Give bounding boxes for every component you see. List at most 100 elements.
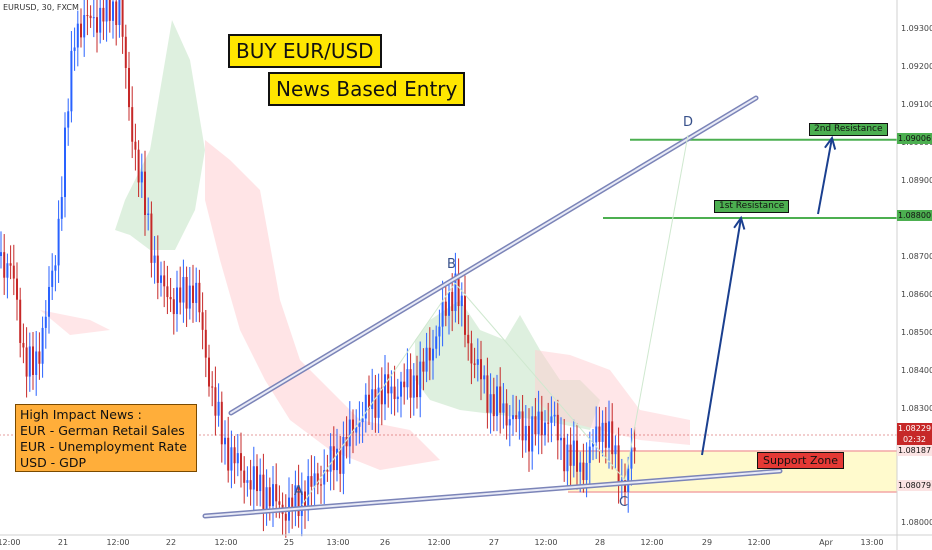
news-item: USD - GDP bbox=[20, 455, 87, 470]
candle-body bbox=[89, 15, 92, 19]
res1-price-tag: 1.08800 bbox=[897, 210, 932, 221]
x-tick-label: 13:00 bbox=[860, 538, 883, 547]
candle-body bbox=[624, 479, 626, 492]
candle-body bbox=[275, 484, 278, 502]
candle-body bbox=[486, 375, 489, 413]
candle-body bbox=[611, 421, 614, 455]
arrow-to-second-resistance bbox=[817, 137, 833, 215]
candle-body bbox=[118, 0, 121, 26]
candle-body bbox=[406, 369, 409, 388]
news-item: EUR - Unemployment Rate bbox=[20, 439, 187, 454]
candle-body bbox=[339, 448, 342, 474]
candle-body bbox=[240, 453, 242, 471]
candle-body bbox=[534, 416, 537, 435]
candle-body bbox=[355, 426, 358, 433]
candle-body bbox=[256, 466, 258, 492]
candle-body bbox=[163, 275, 166, 287]
candle-body bbox=[272, 484, 274, 507]
candle-body bbox=[105, 0, 108, 22]
candle-body bbox=[537, 411, 540, 435]
candle-body bbox=[128, 67, 130, 108]
candle-body bbox=[579, 462, 582, 472]
candle-body bbox=[76, 23, 79, 48]
news-heading: High Impact News : bbox=[20, 407, 142, 422]
x-tick-label: 22 bbox=[166, 538, 176, 547]
harmonic-leg bbox=[301, 282, 456, 506]
arrow-to-second-resistance-head bbox=[824, 135, 837, 150]
candle-body bbox=[179, 287, 182, 303]
x-tick-label: 12:00 bbox=[106, 538, 129, 547]
title-buy: BUY EUR/USD bbox=[228, 34, 382, 68]
candle-body bbox=[41, 327, 44, 364]
point-d-label: D bbox=[683, 115, 694, 130]
x-tick-label: 21 bbox=[58, 538, 68, 547]
candle-body bbox=[320, 484, 322, 486]
candle-body bbox=[480, 359, 482, 380]
candle-body bbox=[294, 485, 297, 509]
res2-price-tag: 1.09006 bbox=[897, 133, 932, 144]
candle-body bbox=[329, 446, 332, 472]
candle-body bbox=[364, 394, 367, 419]
candles bbox=[0, 0, 636, 538]
candle-body bbox=[358, 422, 361, 427]
news-item: EUR - German Retail Sales bbox=[20, 423, 185, 438]
candle-body bbox=[64, 127, 66, 198]
candle-body bbox=[9, 263, 12, 266]
candle-body bbox=[147, 213, 150, 215]
candle-body bbox=[115, 1, 118, 26]
candle-body bbox=[393, 386, 396, 400]
x-tick-label: 12:00 bbox=[0, 538, 21, 547]
candle-body bbox=[473, 363, 476, 365]
candle-body bbox=[124, 36, 127, 68]
candle-body bbox=[521, 411, 524, 441]
candle-body bbox=[192, 285, 194, 303]
x-tick-label: 12:00 bbox=[747, 538, 770, 547]
candle-body bbox=[99, 7, 102, 33]
candle-body bbox=[448, 291, 450, 316]
candle-body bbox=[422, 361, 425, 372]
cloud-red bbox=[205, 140, 440, 470]
candle-body bbox=[16, 278, 18, 300]
candle-body bbox=[336, 448, 338, 471]
candle-body bbox=[131, 107, 134, 142]
candle-body bbox=[300, 491, 303, 516]
candle-body bbox=[32, 346, 34, 375]
y-tick-label: 1.09300 bbox=[901, 24, 932, 33]
candle-body bbox=[73, 47, 76, 51]
candle-body bbox=[569, 444, 572, 466]
candle-body bbox=[441, 301, 444, 327]
candle-body bbox=[544, 422, 546, 436]
candle-body bbox=[515, 415, 518, 420]
support-bottom-price-tag: 1.08079 bbox=[897, 480, 932, 491]
candle-body bbox=[576, 440, 578, 472]
candle-body bbox=[185, 276, 188, 309]
candle-body bbox=[57, 218, 60, 266]
candle-body bbox=[547, 422, 550, 424]
candle-body bbox=[531, 416, 534, 452]
candle-body bbox=[499, 386, 502, 413]
candle-body bbox=[396, 396, 399, 400]
candle-body bbox=[262, 474, 265, 511]
candle-body bbox=[28, 346, 31, 377]
candle-body bbox=[556, 414, 559, 441]
x-tick-label: 12:00 bbox=[534, 538, 557, 547]
news-box: High Impact News : EUR - German Retail S… bbox=[15, 404, 197, 472]
candle-body bbox=[553, 414, 556, 417]
candle-body bbox=[390, 386, 393, 394]
candle-body bbox=[172, 299, 175, 315]
candle-body bbox=[284, 513, 287, 521]
candle-body bbox=[92, 17, 95, 19]
candle-body bbox=[70, 50, 73, 112]
candle-body bbox=[22, 342, 25, 348]
candle-body bbox=[233, 447, 236, 464]
trend-lines bbox=[0, 95, 897, 519]
y-tick-label: 1.09200 bbox=[901, 62, 932, 71]
point-a-label: A bbox=[294, 484, 303, 499]
arrow-to-first-resistance bbox=[701, 217, 742, 456]
candle-body bbox=[518, 411, 521, 420]
candle-body bbox=[86, 15, 89, 17]
candle-body bbox=[48, 286, 50, 317]
x-tick-label: 12:00 bbox=[427, 538, 450, 547]
candle-body bbox=[134, 141, 137, 150]
